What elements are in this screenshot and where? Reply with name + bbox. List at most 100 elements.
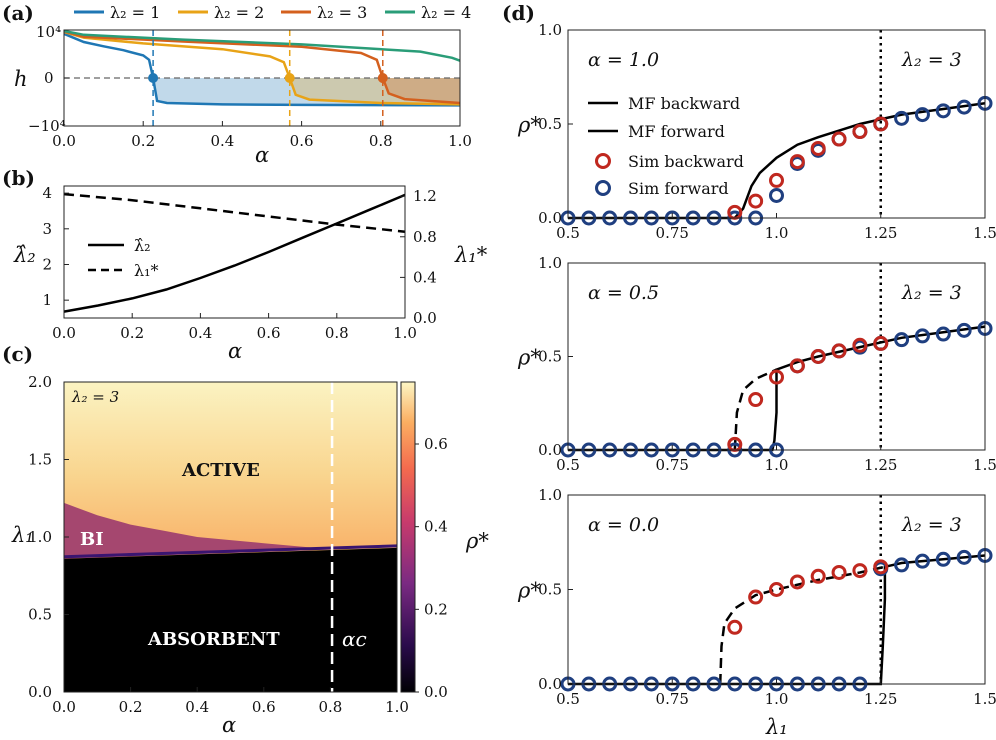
panel-d-alpha-label-1: α = 1.0 — [588, 49, 659, 71]
panel-b-legend: λ̂₂ λ₁* — [88, 236, 159, 280]
panel-a-xtick-label: 0.2 — [131, 132, 155, 150]
panel-d-sim-backward-point — [810, 140, 826, 156]
panel-d-sim-backward-point — [810, 568, 826, 584]
panel-c-xlabel: α — [222, 713, 236, 737]
panel-d-ytick-label: 1.0 — [538, 254, 562, 272]
panel-d-sim-backward-point — [831, 131, 847, 147]
panel-d-sim-backward-point — [748, 589, 764, 605]
panel-a-ytick-bottom: −10⁴ — [28, 117, 66, 135]
panel-d-legend: MF backward MF forward Sim backward Sim … — [588, 94, 744, 198]
panel-c-colorbar-ticks: 0.0 0.2 0.4 0.6 — [415, 435, 448, 701]
panel-d-xtick-label: 1.25 — [864, 690, 897, 708]
panel-b-xtick-label: 0.0 — [52, 324, 76, 342]
panel-a-legend: λ₂ = 1 λ₂ = 2 λ₂ = 3 λ₂ = 4 — [74, 3, 471, 22]
panel-b-xlabel: α — [228, 339, 242, 363]
panel-d-sim-backward-point — [789, 154, 805, 170]
panel-c-ytick-label: 2.0 — [28, 373, 52, 391]
panel-d-sim-backward-point — [769, 582, 784, 597]
panel-d-label: (d) — [502, 1, 535, 25]
panel-d-ytick-label: 0.5 — [538, 115, 562, 133]
panel-b-series-2 — [63, 192, 406, 233]
panel-a-xlabel: α — [255, 143, 269, 167]
panel-c-label: (c) — [2, 342, 33, 366]
panel-a-legend-label-2: λ₂ = 2 — [214, 3, 264, 22]
panel-d-sim-forward-point — [935, 551, 951, 567]
panel-d-sim-backward-point — [852, 337, 868, 353]
panel-d-subplot-1: 0.5 0.75 1.0 1.25 1.50.00.51.0α = 1.0 λ₂ = 3ρ… — [517, 21, 996, 242]
panel-c-ytick-label: 1.5 — [28, 451, 52, 469]
panel-d-sim-backward-point — [831, 564, 847, 580]
panel-a-series-3 — [63, 30, 461, 105]
panel-d-sim-forward-point — [935, 326, 951, 342]
panel-c-xtick-label: 1.0 — [385, 698, 409, 716]
legend-label-mf-backward: MF backward — [628, 94, 740, 113]
panel-d-xtick-label: 1.5 — [973, 456, 996, 474]
panel-d-sim-backward-point — [748, 193, 764, 209]
panel-d-sim-backward-point — [789, 574, 805, 590]
panel-d-xtick-label: 0.5 — [556, 690, 580, 708]
panel-c-ytick-label: 0.0 — [28, 683, 52, 701]
panel-d-xtick-label: 1.25 — [864, 456, 897, 474]
panel-a-legend-label-1: λ₂ = 1 — [110, 3, 160, 22]
panel-c-colorbar — [400, 381, 416, 693]
panel-a-shade-3 — [382, 78, 460, 103]
panel-c-cbar-tick-label: 0.4 — [424, 518, 448, 536]
panel-a-shade-2 — [289, 78, 460, 105]
panel-a-ylabel: h — [14, 67, 28, 91]
panel-a: (a) λ₂ = 1 λ₂ = 2 λ₂ = 3 λ₂ = 4 10⁴ 0 −10⁴ … — [2, 1, 472, 167]
panel-d-xtick-label: 1.0 — [765, 224, 789, 242]
panel-c: (c) 0.0 0.2 0.4 0.6 0.8 1.0 0.0 0.5 1.0 1.5 2.0 λ₂… — [2, 342, 489, 737]
panel-b-ytick-right-label: 0.0 — [413, 309, 437, 327]
panel-c-xtick-label: 0.2 — [119, 698, 143, 716]
legend-marker-sim-backward — [595, 153, 611, 169]
panel-d-xtick-label: 1.0 — [765, 456, 789, 474]
panel-d-ytick-label: 0.0 — [538, 441, 562, 459]
panel-c-ytick-label: 1.0 — [28, 528, 52, 546]
legend-label-lambda2hat: λ̂₂ — [134, 236, 151, 255]
panel-d-xtick-label: 1.0 — [765, 690, 789, 708]
panel-d-ytick-label: 1.0 — [538, 21, 562, 39]
panel-c-lambda2-label: λ₂ = 3 — [71, 388, 119, 406]
panel-a-xtick-label: 0.0 — [52, 132, 76, 150]
panel-c-absorbent-region — [64, 547, 397, 692]
panel-a-crossing-dot-2 — [284, 73, 295, 83]
panel-d-ytick-label: 0.0 — [538, 209, 562, 227]
panel-c-xtick-label: 0.6 — [252, 698, 276, 716]
panel-a-xtick-label: 1.0 — [448, 132, 472, 150]
panel-d-sim-backward-point — [727, 619, 743, 635]
panel-c-cbar-tick-label: 0.0 — [424, 683, 448, 701]
panel-d-sim-backward-point — [873, 335, 889, 351]
panel-d-xtick-label: 1.5 — [973, 224, 996, 242]
panel-d-xtick-label: 0.75 — [656, 224, 689, 242]
panel-b-ticks: 0.0 0.2 0.4 0.6 0.8 1.0 1 2 3 4 0.0 0.4 0.8 1.2 — [42, 184, 436, 342]
panel-d-ylabel-3: ρ* — [517, 579, 541, 603]
panel-b-plot — [63, 192, 406, 313]
legend-label-sim-backward: Sim backward — [628, 152, 744, 171]
panel-c-xtick-label: 0.4 — [185, 698, 209, 716]
panel-b-xtick-label: 1.0 — [393, 324, 417, 342]
panel-b-xtick-label: 0.6 — [257, 324, 281, 342]
panel-d-lambda2-label-3: λ₂ = 3 — [901, 514, 962, 536]
panel-d-xtick-label: 0.75 — [656, 690, 689, 708]
panel-b-ytick-left-label: 1 — [42, 291, 52, 309]
panel-c-active-label: ACTIVE — [181, 460, 260, 481]
panel-d-xtick-label: 1.25 — [864, 224, 897, 242]
panel-d-sim-backward-point — [831, 343, 847, 359]
panel-d-ytick-label: 0.5 — [538, 348, 562, 366]
panel-b-ylabel-left: λ̂₂ — [13, 243, 36, 267]
panel-a-crossing-dot-1 — [148, 73, 159, 83]
panel-d-ytick-label: 0.0 — [538, 675, 562, 693]
panel-a-legend-label-4: λ₂ = 4 — [421, 3, 471, 22]
panel-a-series-2 — [63, 30, 461, 106]
panel-c-xtick-label: 0.0 — [52, 698, 76, 716]
panel-a-xtick-label: 0.6 — [290, 132, 314, 150]
panel-a-crossing-dot-3 — [377, 73, 388, 83]
panel-c-absorbent-label: ABSORBENT — [147, 629, 280, 650]
legend-label-lambda1star: λ₁* — [134, 261, 159, 280]
panel-d-xtick-label: 0.75 — [656, 456, 689, 474]
panel-a-legend-label-3: λ₂ = 3 — [317, 3, 367, 22]
panel-d-ylabel-2: ρ* — [517, 346, 541, 370]
panel-d-lambda2-label-2: λ₂ = 3 — [901, 282, 962, 304]
panel-a-plot — [63, 29, 461, 126]
